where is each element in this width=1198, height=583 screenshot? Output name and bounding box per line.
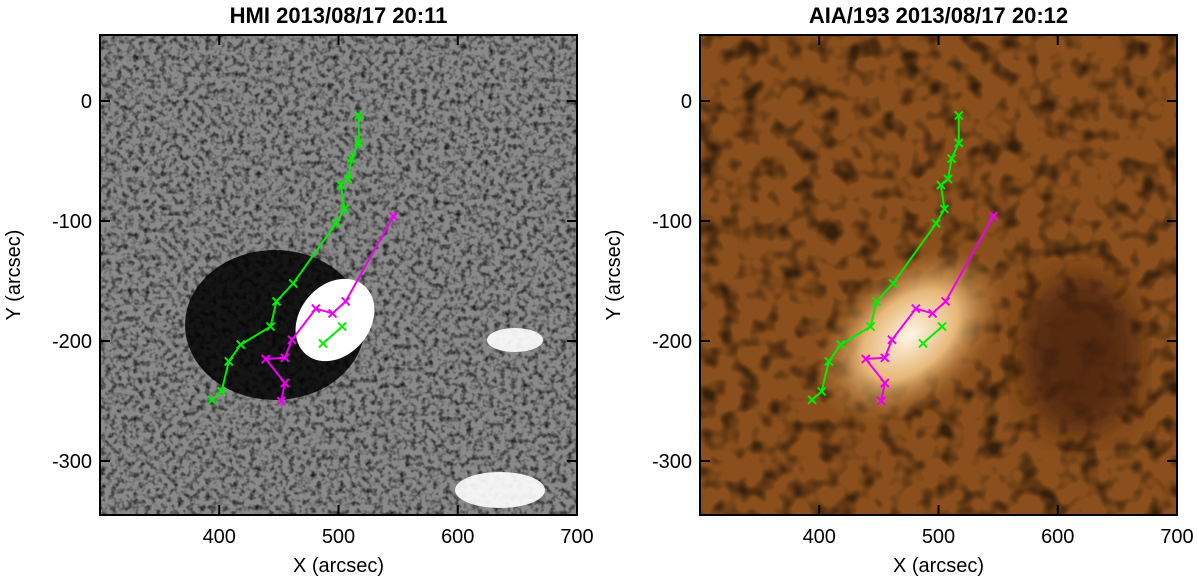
trace-marker <box>280 353 290 363</box>
trace-marker <box>236 339 246 350</box>
positive-region <box>455 472 545 508</box>
trace-marker <box>880 378 890 388</box>
trace-marker <box>207 395 217 405</box>
x-tick-label: 600 <box>1041 526 1074 548</box>
x-tick-label: 400 <box>203 526 236 548</box>
x-axis-label: X (arcsec) <box>293 555 384 577</box>
trace-marker <box>354 110 364 121</box>
bright-core <box>814 246 1006 424</box>
trace-marker <box>327 308 338 319</box>
trace-marker <box>354 138 364 148</box>
y-tick-label: -300 <box>652 451 692 473</box>
trace-marker <box>337 321 347 332</box>
y-axis-label: Y (arcsec) <box>603 230 625 321</box>
trace-marker <box>224 356 234 367</box>
trace-marker <box>824 356 834 367</box>
y-tick-label: 0 <box>81 91 92 113</box>
trace-marker <box>911 303 921 314</box>
trace-marker <box>287 335 297 345</box>
trace-marker <box>265 321 276 332</box>
x-tick-label: 700 <box>560 526 593 548</box>
x-tick-label: 600 <box>441 526 474 548</box>
trace-marker <box>887 335 897 345</box>
trace-marker <box>871 296 882 307</box>
trace-marker <box>936 180 946 190</box>
trace-marker <box>271 296 282 307</box>
trace-marker <box>940 296 951 307</box>
x-axis-label: X (arcsec) <box>893 555 984 577</box>
trace-marker <box>988 211 999 221</box>
panel: HMI 2013/08/17 20:11 X (arcsec) Y (arcsec)… <box>3 3 594 577</box>
trace-marker <box>388 211 399 221</box>
positive-region <box>295 278 375 362</box>
trace-marker <box>876 396 886 406</box>
trace-marker <box>340 296 351 307</box>
trace-marker <box>946 153 957 164</box>
chart-title: HMI 2013/08/17 20:11 <box>230 3 448 28</box>
trace-marker <box>339 204 350 214</box>
trace-marker <box>318 338 328 349</box>
trace-marker <box>954 110 964 121</box>
trace-marker <box>865 321 876 332</box>
trace-marker <box>888 278 898 289</box>
panel: AIA/193 2013/08/17 20:12 X (arcsec) Y (arc… <box>603 3 1194 577</box>
trace-marker <box>807 395 817 405</box>
x-tick-label: 400 <box>803 526 836 548</box>
trace-marker <box>336 180 346 190</box>
trace-marker <box>836 339 846 350</box>
trace-marker <box>816 386 827 397</box>
trace-marker <box>346 153 357 164</box>
image <box>700 35 1177 515</box>
x-tick-label: 500 <box>922 526 955 548</box>
trace-marker <box>216 386 227 397</box>
y-tick-label: -200 <box>52 331 92 353</box>
y-axis-label: Y (arcsec) <box>3 230 25 321</box>
y-tick-label: -100 <box>52 211 92 233</box>
trace-marker <box>861 354 871 364</box>
trace-marker <box>931 218 941 229</box>
y-tick-label: -200 <box>652 331 692 353</box>
trace-marker <box>261 354 271 364</box>
positive-region <box>487 328 543 352</box>
y-tick-label: -100 <box>652 211 692 233</box>
x-tick-label: 700 <box>1160 526 1193 548</box>
trace-marker <box>880 353 890 363</box>
trace-marker <box>331 218 341 229</box>
trace-marker <box>276 396 286 406</box>
trace-marker <box>939 204 950 214</box>
dark-region <box>1020 275 1140 435</box>
trace-marker <box>288 278 298 289</box>
image <box>100 35 577 515</box>
trace-marker <box>311 303 321 314</box>
trace-marker <box>918 338 928 349</box>
chart-title: AIA/193 2013/08/17 20:12 <box>809 3 1068 28</box>
y-tick-label: 0 <box>681 91 692 113</box>
trace-marker <box>280 378 290 388</box>
y-tick-label: -300 <box>52 451 92 473</box>
trace-marker <box>937 321 947 332</box>
trace-marker <box>954 138 964 148</box>
x-tick-label: 500 <box>322 526 355 548</box>
trace-marker <box>927 308 938 319</box>
